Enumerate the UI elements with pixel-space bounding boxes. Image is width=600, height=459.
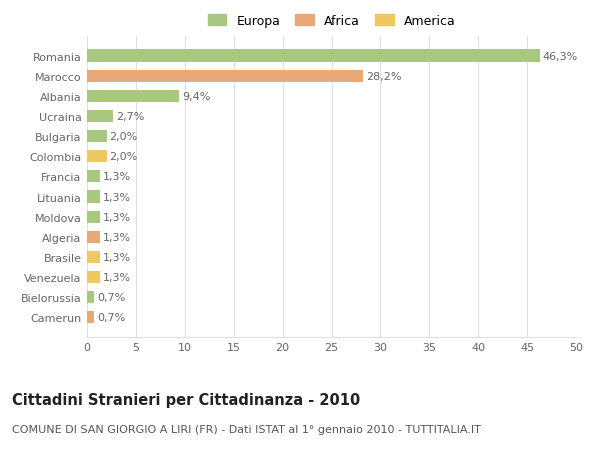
- Bar: [87, 171, 100, 183]
- Text: 2,0%: 2,0%: [109, 152, 138, 162]
- Text: 1,3%: 1,3%: [103, 172, 131, 182]
- Bar: [87, 131, 107, 143]
- Text: COMUNE DI SAN GIORGIO A LIRI (FR) - Dati ISTAT al 1° gennaio 2010 - TUTTITALIA.I: COMUNE DI SAN GIORGIO A LIRI (FR) - Dati…: [12, 425, 481, 435]
- Bar: [87, 271, 100, 284]
- Bar: [87, 50, 540, 62]
- Text: 0,7%: 0,7%: [97, 313, 125, 323]
- Text: 2,0%: 2,0%: [109, 132, 138, 142]
- Bar: [87, 312, 94, 324]
- Text: 28,2%: 28,2%: [366, 72, 401, 82]
- Text: 0,7%: 0,7%: [97, 292, 125, 302]
- Text: 2,7%: 2,7%: [116, 112, 145, 122]
- Text: 1,3%: 1,3%: [103, 273, 131, 282]
- Text: 1,3%: 1,3%: [103, 192, 131, 202]
- Bar: [87, 252, 100, 263]
- Text: 1,3%: 1,3%: [103, 212, 131, 222]
- Text: 9,4%: 9,4%: [182, 92, 210, 101]
- Legend: Europa, Africa, America: Europa, Africa, America: [208, 15, 455, 28]
- Bar: [87, 90, 179, 103]
- Bar: [87, 191, 100, 203]
- Bar: [87, 291, 94, 303]
- Bar: [87, 111, 113, 123]
- Text: Cittadini Stranieri per Cittadinanza - 2010: Cittadini Stranieri per Cittadinanza - 2…: [12, 392, 360, 408]
- Text: 1,3%: 1,3%: [103, 252, 131, 263]
- Text: 1,3%: 1,3%: [103, 232, 131, 242]
- Bar: [87, 71, 363, 83]
- Bar: [87, 151, 107, 163]
- Bar: [87, 211, 100, 223]
- Bar: [87, 231, 100, 243]
- Text: 46,3%: 46,3%: [543, 51, 578, 62]
